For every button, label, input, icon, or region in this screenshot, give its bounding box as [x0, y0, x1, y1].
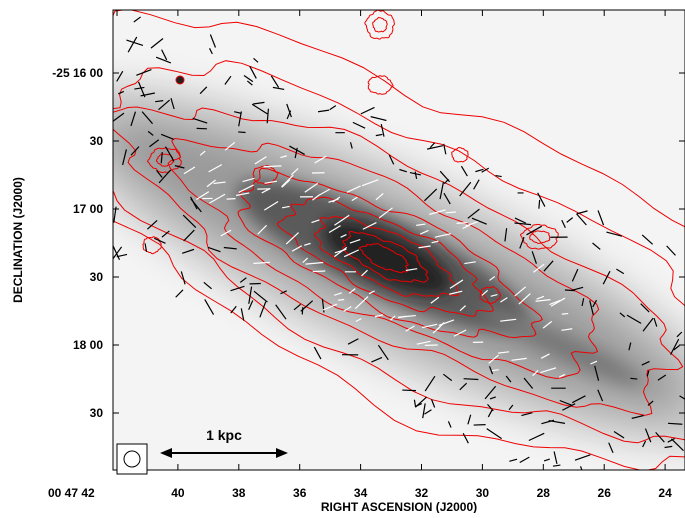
y-axis-label: DECLINATION (J2000): [11, 177, 25, 303]
x-axis-label: RIGHT ASCENSION (J2000): [321, 500, 477, 513]
y-tick-label: -25 16 00: [52, 66, 103, 80]
sky-image: [10, 9, 685, 511]
x-tick-label: 26: [598, 486, 612, 500]
x-tick-label: 36: [293, 486, 307, 500]
polarization-vector: [313, 271, 326, 272]
polarization-vector: [264, 166, 282, 167]
x-tick-label: 40: [171, 486, 185, 500]
polarization-vector: [338, 300, 344, 301]
x-tick-label: 28: [537, 486, 551, 500]
polarization-vector: [464, 379, 479, 380]
polarization-vector: [562, 314, 568, 315]
polarization-vector: [457, 223, 467, 224]
x-tick-label: 24: [658, 486, 672, 500]
x-tick-label: 30: [476, 486, 490, 500]
y-tick-label: 30: [90, 134, 104, 148]
polarization-vector: [446, 212, 456, 213]
polarization-vector: [238, 132, 245, 133]
y-tick-label: 30: [90, 270, 104, 284]
y-tick-label: 30: [90, 406, 104, 420]
polarization-vector: [539, 200, 540, 209]
polarization-vector: [302, 307, 303, 314]
y-tick-label: 17 00: [73, 202, 103, 216]
polarization-vector: [630, 378, 637, 379]
x-tick-label: 00 47 42: [48, 486, 95, 500]
polarization-vector: [402, 390, 416, 391]
x-tick-label: 34: [354, 486, 368, 500]
scale-bar-label: 1 kpc: [206, 427, 242, 443]
y-tick-label: 18 00: [73, 338, 103, 352]
x-tick-label: 38: [232, 486, 246, 500]
x-tick-label: 32: [415, 486, 429, 500]
